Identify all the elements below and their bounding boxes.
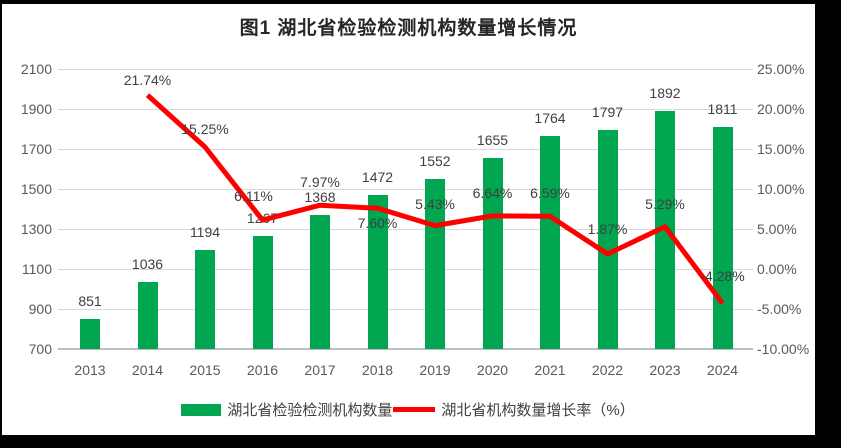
line-value-label: 15.25% <box>181 121 229 137</box>
left-axis-tick: 1700 <box>20 141 52 157</box>
left-axis-tick: 700 <box>28 341 52 357</box>
legend: 湖北省检验检测机构数量 湖北省机构数量增长率（%） <box>0 399 817 420</box>
x-axis-tick: 2024 <box>706 362 739 378</box>
left-axis-tick: 1500 <box>20 181 52 197</box>
bar-value-label: 1892 <box>649 84 681 101</box>
legend-line-swatch-icon <box>393 407 436 412</box>
x-axis-line <box>58 348 753 350</box>
legend-bar-label: 湖北省检验检测机构数量 <box>227 402 393 419</box>
gridline <box>58 229 753 230</box>
x-axis-tick: 2015 <box>189 362 221 378</box>
bar-value-label: 851 <box>78 292 102 309</box>
x-axis-tick: 2020 <box>476 362 509 378</box>
line-value-label: 7.60% <box>357 215 398 232</box>
x-axis-tick: 2023 <box>649 362 681 378</box>
right-axis-tick: -10.00% <box>757 341 810 357</box>
right-axis-tick: 5.00% <box>757 221 797 237</box>
bar-value-label: 1811 <box>707 100 738 117</box>
right-axis-tick: -5.00% <box>757 301 802 317</box>
right-axis-tick: 10.00% <box>757 181 805 197</box>
bar-2021 <box>540 136 560 349</box>
chart-title: 图1 湖北省检验检测机构数量增长情况 <box>239 18 578 39</box>
x-axis-tick: 2016 <box>246 362 279 378</box>
gridline <box>58 189 753 190</box>
right-axis-tick: 15.00% <box>757 141 805 157</box>
x-axis-tick: 2013 <box>74 362 106 378</box>
legend-bar-swatch-icon <box>181 403 222 416</box>
bar-2013 <box>80 318 100 349</box>
line-value-label: 6.11% <box>234 188 273 205</box>
line-value-label: 21.74% <box>123 72 172 89</box>
gridline <box>58 309 753 310</box>
bar-value-label: 1472 <box>361 168 394 185</box>
bar-value-label: 1797 <box>591 103 624 120</box>
x-axis-tick: 2017 <box>304 362 336 378</box>
bar-value-label: 1036 <box>131 255 164 272</box>
left-axis-tick: 2100 <box>20 61 52 77</box>
gridline <box>58 69 753 70</box>
line-value-label: 6.64% <box>472 184 513 201</box>
bar-2016 <box>252 235 273 349</box>
bar-value-label: 1655 <box>476 132 509 148</box>
line-value-label: 6.59% <box>530 185 570 202</box>
bar-value-label: 1552 <box>419 152 451 169</box>
line-value-label: 5.43% <box>415 195 455 212</box>
bar-2017 <box>310 215 330 349</box>
left-axis-tick: 1300 <box>20 221 52 237</box>
bar-2018 <box>367 194 388 349</box>
left-axis-tick: 900 <box>28 301 52 317</box>
bar-2019 <box>425 178 445 349</box>
x-axis-tick: 2019 <box>419 362 451 378</box>
line-value-label: 5.29% <box>645 195 685 212</box>
x-axis-tick: 2018 <box>361 362 394 378</box>
bar-value-label: 1194 <box>189 224 221 241</box>
bar-value-label: 1764 <box>534 110 566 127</box>
gridline <box>58 109 753 110</box>
legend-line-label: 湖北省机构数量增长率（%） <box>441 402 635 419</box>
x-axis-tick: 2014 <box>131 362 164 378</box>
right-axis-tick: 0.00% <box>757 261 797 277</box>
bar-2020 <box>482 158 503 349</box>
left-axis-tick: 1900 <box>20 101 52 117</box>
x-axis-tick: 2021 <box>534 362 566 378</box>
right-axis-tick: 25.00% <box>757 61 805 77</box>
bar-2015 <box>195 250 215 349</box>
gridline <box>58 149 753 150</box>
line-value-label: 1.87% <box>587 221 628 238</box>
right-axis-tick: 20.00% <box>757 101 805 117</box>
bar-2022 <box>597 129 618 349</box>
line-value-label: 7.97% <box>300 174 340 191</box>
line-value-label: -4.28% <box>700 268 745 285</box>
bar-2014 <box>137 281 158 349</box>
left-axis-tick: 1100 <box>21 261 52 277</box>
gridline <box>58 269 753 270</box>
bar-value-label: 1368 <box>304 189 336 206</box>
x-axis-tick: 2022 <box>591 362 624 378</box>
